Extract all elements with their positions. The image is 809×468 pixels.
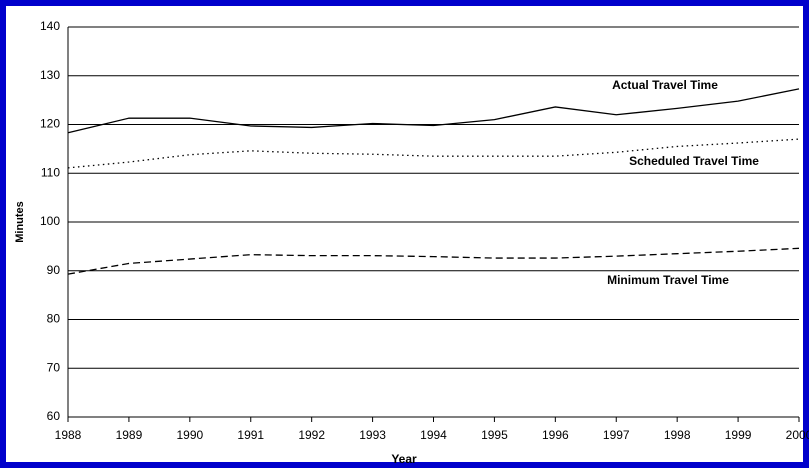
y-tick-label: 90: [47, 263, 61, 277]
y-tick-label: 130: [40, 68, 60, 82]
x-tick-label: 2000: [786, 428, 809, 442]
x-tick-label: 1988: [55, 428, 82, 442]
series-label: Minimum Travel Time: [607, 273, 729, 287]
x-tick-label: 1996: [542, 428, 569, 442]
series-line: [67, 88, 800, 134]
y-axis-label: Minutes: [14, 201, 26, 243]
x-tick-label: 1990: [176, 428, 203, 442]
x-tick-label: 1999: [725, 428, 752, 442]
series-label: Actual Travel Time: [612, 78, 718, 92]
y-tick-label: 110: [41, 165, 60, 179]
x-tick-label: 1992: [298, 428, 325, 442]
series-line: [67, 247, 800, 275]
y-tick-label: 140: [40, 19, 60, 33]
x-tick-label: 1995: [481, 428, 508, 442]
x-tick-label: 1994: [420, 428, 447, 442]
x-tick-label: 1991: [237, 428, 264, 442]
y-tick-label: 70: [47, 360, 61, 374]
x-tick-label: 1998: [664, 428, 691, 442]
y-tick-label: 80: [47, 312, 61, 326]
y-tick-label: 120: [40, 117, 60, 131]
y-tick-label: 100: [40, 214, 60, 228]
x-axis-label: Year: [391, 452, 417, 466]
x-tick-label: 1997: [603, 428, 630, 442]
series-line: [67, 138, 800, 169]
series-label: Scheduled Travel Time: [629, 154, 759, 168]
x-tick-label: 1993: [359, 428, 386, 442]
x-tick-label: 1989: [116, 428, 143, 442]
y-tick-label: 60: [47, 409, 61, 423]
